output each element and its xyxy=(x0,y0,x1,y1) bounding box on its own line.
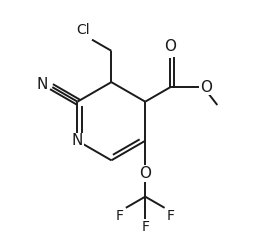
Text: N: N xyxy=(72,133,83,148)
Text: O: O xyxy=(201,80,213,95)
Text: Cl: Cl xyxy=(76,23,90,37)
Text: F: F xyxy=(116,209,124,223)
Text: O: O xyxy=(164,39,176,54)
Text: F: F xyxy=(167,209,175,223)
Text: F: F xyxy=(141,220,149,234)
Text: N: N xyxy=(37,77,48,92)
Text: O: O xyxy=(139,166,151,182)
